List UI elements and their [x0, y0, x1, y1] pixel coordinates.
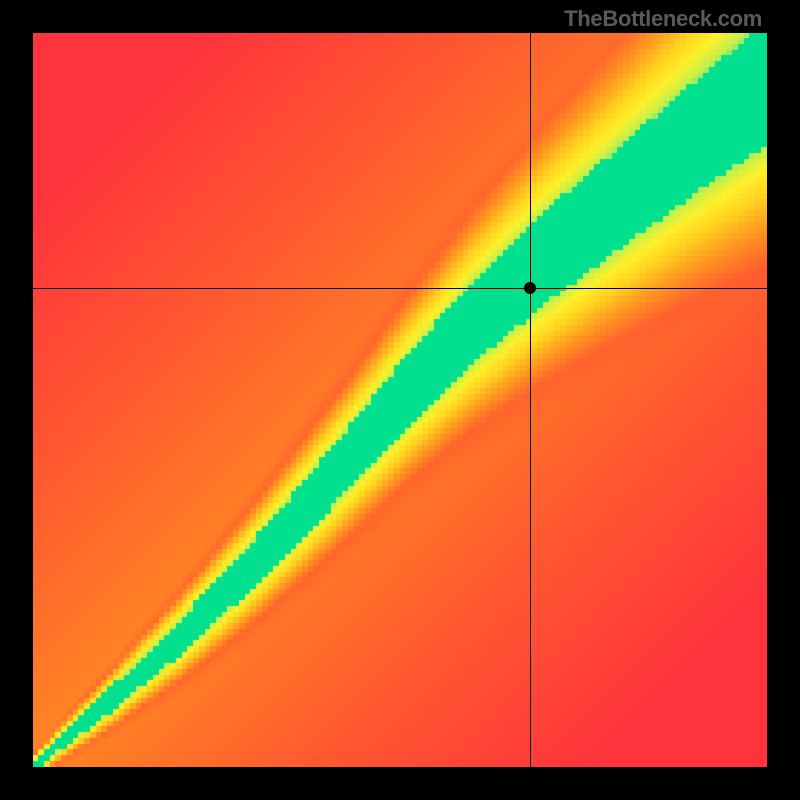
crosshair-marker	[524, 282, 536, 294]
crosshair-vertical	[530, 33, 531, 767]
crosshair-horizontal	[33, 288, 767, 289]
bottleneck-heatmap	[33, 33, 767, 767]
watermark-text: TheBottleneck.com	[564, 6, 762, 32]
chart-container: TheBottleneck.com	[0, 0, 800, 800]
